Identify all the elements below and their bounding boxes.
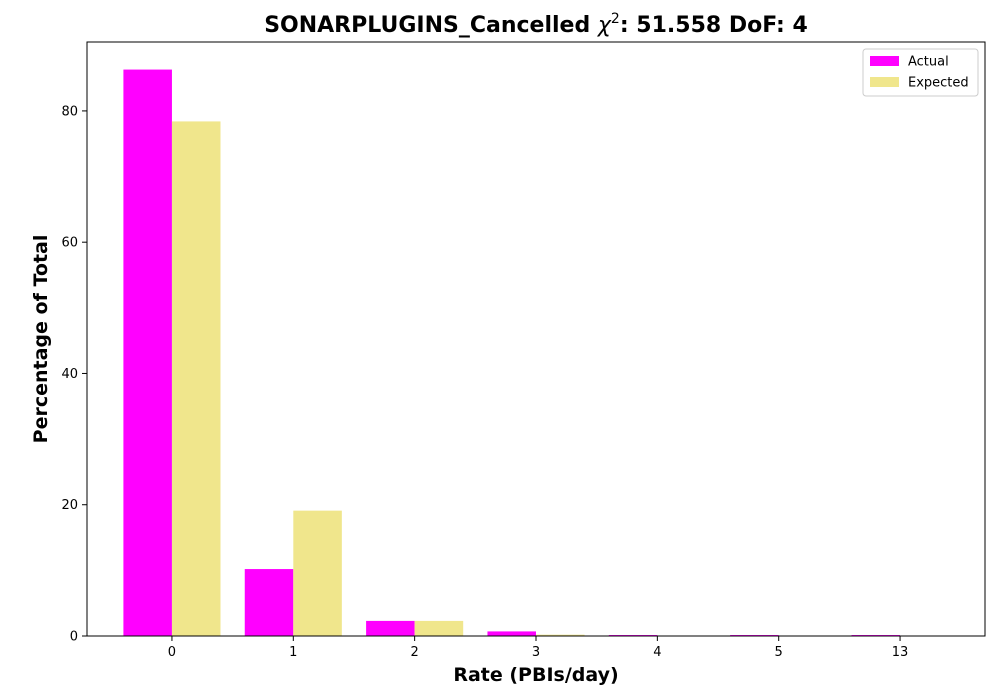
chart-title-chi: χ	[597, 13, 612, 38]
legend-label-expected: Expected	[908, 76, 969, 91]
bar-actual-1	[245, 569, 294, 636]
y-tick-label-40: 40	[61, 367, 78, 382]
legend-label-actual: Actual	[908, 55, 949, 70]
bar-expected-2	[415, 621, 464, 636]
chart-title: SONARPLUGINS_Cancelled χ2: 51.558 DoF: 4	[264, 11, 808, 38]
chart-title-main: SONARPLUGINS_Cancelled	[264, 13, 598, 38]
y-tick-label-80: 80	[61, 104, 78, 119]
y-tick-label-60: 60	[61, 236, 78, 251]
x-tick-label-2: 2	[411, 645, 419, 660]
bar-actual-2	[366, 621, 415, 636]
x-tick-label-1: 1	[289, 645, 297, 660]
x-tick-label-5: 5	[775, 645, 783, 660]
y-axis-label: Percentage of Total	[30, 235, 52, 444]
y-tick-label-0: 0	[70, 630, 78, 645]
bar-expected-1	[293, 511, 342, 636]
legend-swatch-actual	[870, 56, 899, 66]
x-axis-label: Rate (PBIs/day)	[453, 664, 618, 686]
bar-actual-0	[123, 70, 172, 636]
chart-title-sup: 2	[611, 11, 620, 27]
x-tick-label-13: 13	[892, 645, 909, 660]
x-tick-label-0: 0	[168, 645, 176, 660]
plot-area: 0 1 2 3 4 5 13 0 20 40 60 80	[61, 42, 985, 660]
bar-expected-0	[172, 121, 221, 636]
x-tick-label-4: 4	[653, 645, 661, 660]
x-tick-label-3: 3	[532, 645, 540, 660]
bar-actual-3	[487, 631, 536, 636]
chart-title-stats: : 51.558 DoF: 4	[620, 13, 808, 38]
y-tick-label-20: 20	[61, 498, 78, 513]
plot-frame	[87, 42, 985, 636]
legend-swatch-expected	[870, 77, 899, 87]
legend: Actual Expected	[863, 49, 978, 96]
